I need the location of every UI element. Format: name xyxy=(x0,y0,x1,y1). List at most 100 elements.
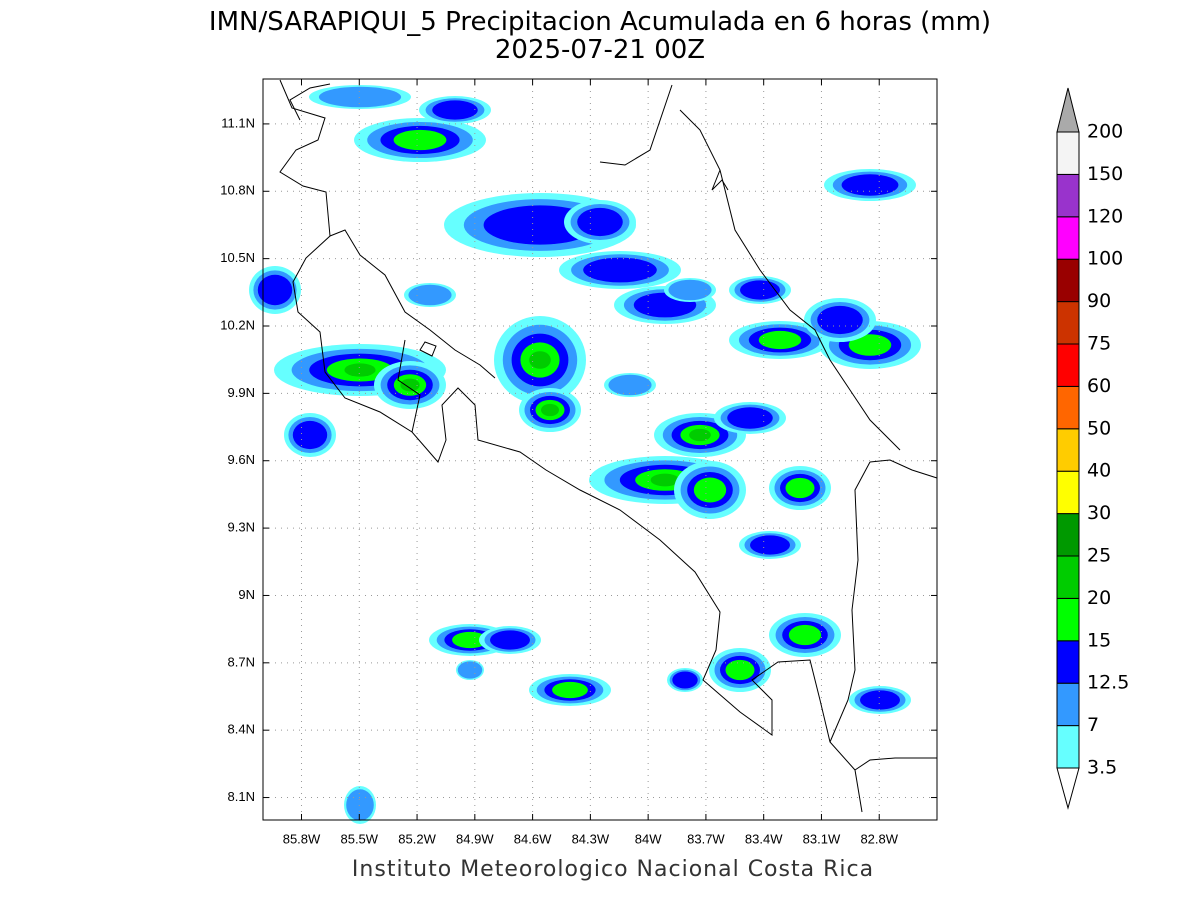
precip-cell xyxy=(344,363,376,377)
colorbar-label: 25 xyxy=(1087,545,1111,567)
colorbar-label: 120 xyxy=(1087,205,1123,227)
lat-tick-label: 8.7N xyxy=(228,654,255,669)
colorbar-label: 75 xyxy=(1087,333,1111,355)
colorbar-segment xyxy=(1056,682,1080,727)
precip-cell xyxy=(490,630,530,650)
colorbar-segment xyxy=(1056,513,1080,557)
lat-tick-label: 10.8N xyxy=(220,183,255,198)
colorbar-label: 30 xyxy=(1087,502,1111,524)
colorbar-segment xyxy=(1056,428,1080,472)
colorbar-label: 3.5 xyxy=(1087,757,1117,779)
precip-cell xyxy=(529,351,551,369)
colorbar-label: 40 xyxy=(1087,460,1111,482)
colorbar-label: 20 xyxy=(1087,587,1111,609)
colorbar-segment xyxy=(1056,597,1080,642)
precip-cell xyxy=(432,100,478,120)
lon-tick-label: 85.2W xyxy=(398,831,436,846)
precip-cell xyxy=(758,330,802,350)
precip-cell xyxy=(668,279,712,301)
coastline xyxy=(397,339,421,433)
precip-cell xyxy=(408,284,452,306)
precip-cell xyxy=(860,690,900,710)
lon-tick-label: 85.5W xyxy=(340,831,378,846)
precip-cell xyxy=(400,378,420,392)
colorbar-segment xyxy=(1056,258,1080,303)
precip-cell xyxy=(318,86,402,108)
subtitle: 2025-07-21 00Z xyxy=(495,35,705,65)
lat-tick-label: 8.4N xyxy=(228,722,255,737)
precip-cell xyxy=(583,257,657,283)
footer: Instituto Meteorologico Nacional Costa R… xyxy=(352,857,874,882)
lake xyxy=(289,83,331,121)
colorbar-segment xyxy=(1056,555,1080,599)
lat-tick-label: 11.1N xyxy=(221,115,255,130)
colorbar-label: 90 xyxy=(1087,290,1111,312)
lon-tick-label: 83.1W xyxy=(803,831,841,846)
colorbar-segment xyxy=(1056,385,1080,430)
map-frame xyxy=(262,78,938,821)
lat-tick-label: 9.9N xyxy=(228,385,255,400)
colorbar-segment xyxy=(1056,343,1080,387)
precip-cell xyxy=(740,280,780,300)
lat-tick-label: 10.5N xyxy=(220,250,255,265)
colorbar-label: 50 xyxy=(1087,417,1111,439)
precip-cell xyxy=(841,174,899,196)
precip-cell xyxy=(257,274,293,306)
precip-cell xyxy=(672,671,698,689)
coastlines xyxy=(279,79,938,813)
precip-cell xyxy=(689,428,711,442)
precip-cell xyxy=(785,477,815,499)
precip-cell xyxy=(608,374,652,396)
lon-tick-label: 83.4W xyxy=(745,831,783,846)
precip-cell xyxy=(788,624,822,646)
lon-tick-label: 84.6W xyxy=(514,831,552,846)
lat-tick-label: 9.3N xyxy=(228,520,255,535)
precip-cell xyxy=(817,305,863,335)
precip-cell xyxy=(650,473,680,487)
precip-cell xyxy=(727,407,773,429)
colorbar-segment xyxy=(1056,470,1080,515)
lat-tick-label: 9.6N xyxy=(228,452,255,467)
colorbar-over xyxy=(1056,87,1080,133)
border xyxy=(329,229,496,379)
colorbar-segment xyxy=(1056,131,1080,175)
island xyxy=(419,341,437,357)
lat-tick-label: 10.2N xyxy=(220,317,255,332)
lat-tick-label: 8.1N xyxy=(228,789,255,804)
precip-cell xyxy=(452,631,488,649)
colorbar-segment xyxy=(1056,640,1080,684)
lon-tick-label: 83.7W xyxy=(687,831,725,846)
colorbar-under xyxy=(1056,767,1080,810)
colorbar-label: 150 xyxy=(1087,163,1123,185)
title: IMN/SARAPIQUI_5 Precipitacion Acumulada … xyxy=(209,7,991,37)
precip-cell xyxy=(577,207,623,237)
colorbar-segment xyxy=(1056,216,1080,260)
lon-tick-label: 84.9W xyxy=(456,831,494,846)
colorbar-label: 12.5 xyxy=(1087,672,1129,694)
lon-tick-label: 82.8W xyxy=(860,831,898,846)
precip-cell xyxy=(848,334,892,356)
colorbar-label: 7 xyxy=(1087,714,1099,736)
border xyxy=(711,169,729,191)
precip-cell xyxy=(541,403,559,417)
precip-cell xyxy=(725,659,755,681)
colorbar-label: 60 xyxy=(1087,375,1111,397)
colorbar-segment xyxy=(1056,173,1080,218)
colorbar-segment xyxy=(1056,301,1080,345)
colorbar: 3.5 7 12.5 15 20 25 30 40 50 60 75 90 100 120 150 200 xyxy=(1056,87,1129,810)
border xyxy=(829,459,938,771)
colorbar-segment xyxy=(1056,725,1080,769)
precip-cell xyxy=(346,789,374,821)
colorbar-label: 200 xyxy=(1087,121,1123,143)
precip-cell xyxy=(292,420,328,450)
precip-cell xyxy=(393,129,447,151)
precip-cell xyxy=(552,681,588,699)
map-area xyxy=(249,79,937,824)
colorbar-label: 15 xyxy=(1087,629,1111,651)
precip-cell xyxy=(750,535,790,555)
coastline xyxy=(279,79,863,813)
precip-cell xyxy=(693,477,727,503)
colorbar-label: 100 xyxy=(1087,248,1123,270)
lon-tick-label: 85.8W xyxy=(283,831,321,846)
